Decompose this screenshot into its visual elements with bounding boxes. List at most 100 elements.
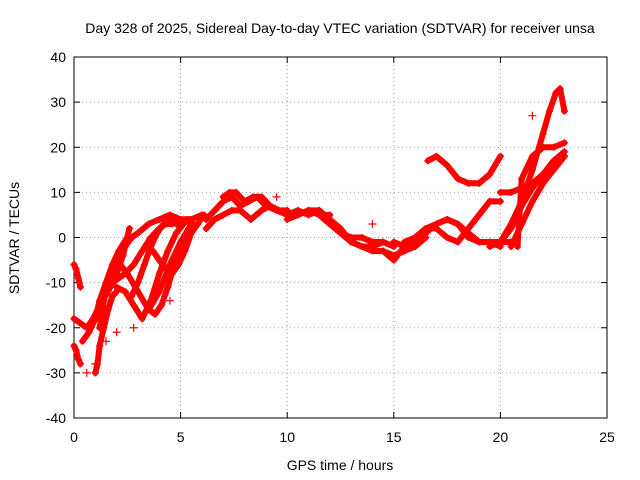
outlier-point [101,337,110,346]
data-point [153,229,161,237]
data-point [550,143,558,151]
data-point [347,238,355,246]
data-point [96,324,104,332]
data-point [108,265,116,273]
data-point [454,175,462,183]
data-point [432,224,440,232]
data-point [134,279,142,287]
data-point [151,310,159,318]
data-point [368,238,376,246]
data-point [108,279,116,287]
data-layer [70,85,568,377]
data-point [475,238,483,246]
data-point [108,292,116,300]
data-point [177,243,185,251]
data-point [236,206,244,214]
data-point [400,238,408,246]
x-tick-label: 25 [599,429,615,445]
data-point [174,261,182,269]
y-tick-label: 10 [50,184,66,200]
data-point [179,220,187,228]
data-point [539,170,547,178]
data-point [155,215,163,223]
data-point [226,188,234,196]
data-point [128,292,136,300]
data-point [454,238,462,246]
series-arc-21 [401,198,504,245]
data-point [486,243,494,251]
outlier-point [112,328,121,337]
data-point [496,188,504,196]
data-point [496,152,504,160]
data-point [411,234,419,241]
series-arc-1 [71,261,84,291]
x-tick-label: 10 [279,429,295,445]
data-point [219,193,227,201]
data-point [91,315,99,323]
data-point [123,270,131,278]
data-point [79,337,87,345]
x-axis-label: GPS time / hours [287,457,394,473]
data-point [528,166,536,174]
outlier-point [165,296,174,305]
data-point [113,256,121,264]
data-point [518,175,526,183]
data-point [202,215,210,223]
data-point [74,355,82,363]
data-point [550,166,558,174]
data-point [115,274,123,282]
data-point [275,206,283,214]
data-point [138,315,146,323]
data-point [128,234,136,241]
data-point [70,342,78,350]
data-point [283,215,291,223]
data-point [162,265,170,273]
data-point [528,152,536,160]
data-point [326,220,334,228]
y-tick-label: 20 [50,139,66,155]
data-point [164,283,172,291]
data-point [266,202,274,210]
data-point [74,274,82,282]
data-point [241,197,249,205]
data-point [496,197,504,205]
data-point [164,247,172,255]
data-point [155,288,163,296]
data-point [76,360,84,368]
data-point [337,229,344,237]
data-point [76,319,84,327]
data-point [315,211,323,219]
data-point [507,243,515,251]
data-point [539,143,547,151]
x-tick-label: 20 [493,429,509,445]
data-point [486,170,494,178]
outlier-point [82,368,91,377]
data-point [368,247,376,255]
data-point [155,270,163,278]
data-point [145,306,153,314]
data-point [475,179,483,187]
data-point [249,193,257,201]
outlier-point [528,111,537,120]
outlier-point [272,192,281,201]
y-tick-label: -40 [46,410,66,426]
y-tick-label: -30 [46,365,66,381]
data-point [424,157,432,165]
data-point [113,270,121,278]
x-tick-label: 0 [70,429,78,445]
data-point [157,301,165,309]
data-point [443,234,451,241]
data-point [219,211,227,219]
data-point [91,369,99,377]
data-point [258,206,266,214]
data-point [172,229,180,237]
data-point [539,130,547,138]
x-tick-label: 5 [177,429,185,445]
data-point [121,243,129,251]
data-point [115,252,123,260]
data-point [379,238,387,246]
y-tick-label: 30 [50,94,66,110]
y-tick-label: 0 [58,230,66,246]
data-point [556,85,564,93]
